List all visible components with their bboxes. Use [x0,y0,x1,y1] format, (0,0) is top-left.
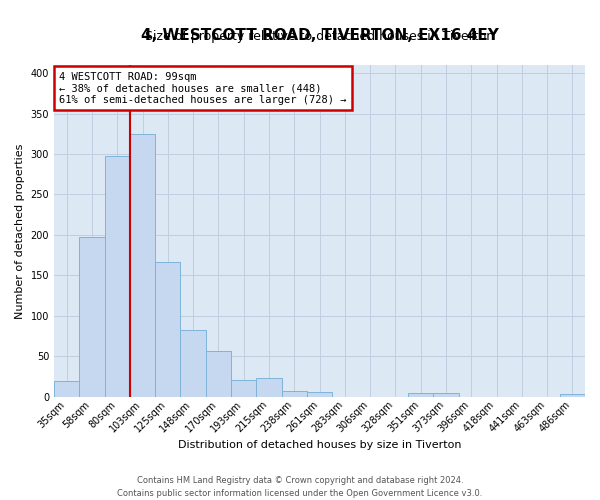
Bar [155,262,181,397]
Bar [433,392,458,397]
Bar [130,134,155,397]
Bar [54,380,79,397]
Bar [408,392,433,397]
Bar [560,394,585,397]
Bar [104,156,130,397]
Bar [231,380,256,397]
Title: 4, WESTCOTT ROAD, TIVERTON, EX16 4EY: 4, WESTCOTT ROAD, TIVERTON, EX16 4EY [140,28,499,43]
X-axis label: Distribution of detached houses by size in Tiverton: Distribution of detached houses by size … [178,440,461,450]
Text: Size of property relative to detached houses in Tiverton: Size of property relative to detached ho… [145,30,494,44]
Bar [181,330,206,397]
Bar [206,350,231,397]
Bar [307,392,332,397]
Bar [281,391,307,397]
Bar [256,378,281,397]
Text: Contains HM Land Registry data © Crown copyright and database right 2024.
Contai: Contains HM Land Registry data © Crown c… [118,476,482,498]
Text: 4 WESTCOTT ROAD: 99sqm
← 38% of detached houses are smaller (448)
61% of semi-de: 4 WESTCOTT ROAD: 99sqm ← 38% of detached… [59,72,347,105]
Bar [79,238,104,397]
Y-axis label: Number of detached properties: Number of detached properties [15,143,25,318]
